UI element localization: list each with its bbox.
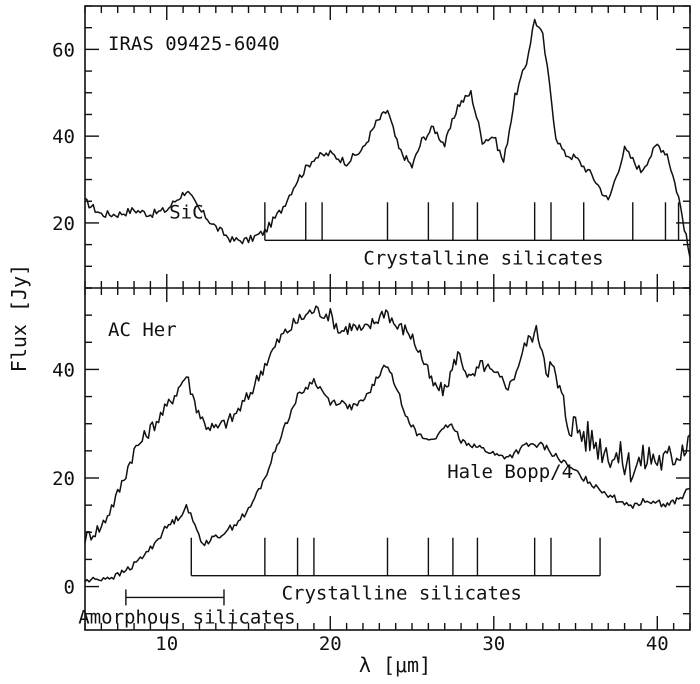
bottom-y-tick-labels: 0 20 40 — [52, 359, 75, 598]
x-tick-label: 10 — [155, 633, 178, 655]
top-panel: SiC Crystalline silicates 20 40 60 IRAS 094… — [52, 5, 691, 289]
spectrum-line — [84, 18, 691, 258]
y-tick-label: 60 — [52, 39, 75, 61]
y-tick-label: 0 — [64, 577, 75, 599]
bottom-series — [84, 305, 691, 583]
x-tick-label: 20 — [319, 633, 342, 655]
spectrum-line — [84, 305, 691, 544]
feature-label: Crystalline silicates — [282, 583, 522, 605]
bottom-panel-label: AC Her — [108, 319, 177, 341]
annotation-label: SiC — [169, 202, 203, 224]
top-series — [84, 18, 691, 258]
plot-frame — [84, 5, 691, 631]
top-panel-label: IRAS 09425-6040 — [108, 33, 280, 55]
annotation-label: Hale Bopp/4 — [447, 461, 573, 483]
x-tick-label: 40 — [646, 633, 669, 655]
bottom-annotations: Hale Bopp/4 Crystalline silicatesAmorphou… — [78, 461, 601, 628]
x-tick-labels: 10 20 30 40 — [155, 633, 668, 655]
y-tick-label: 20 — [52, 468, 75, 490]
bottom-panel: Hale Bopp/4 Crystalline silicatesAmorphou… — [52, 287, 691, 630]
x-axis-title: λ [μm] — [359, 653, 431, 677]
y-tick-label: 40 — [52, 359, 75, 381]
top-annotations: SiC Crystalline silicates — [169, 202, 690, 269]
feature-label: Crystalline silicates — [363, 247, 603, 269]
feature-label: Amorphous silicates — [78, 606, 295, 628]
y-tick-label: 20 — [52, 213, 75, 235]
spectrum-line — [84, 364, 690, 583]
x-tick-label: 30 — [482, 633, 505, 655]
top-y-tick-labels: 20 40 60 — [52, 39, 75, 235]
y-tick-label: 40 — [52, 126, 75, 148]
y-axis-title: Flux [Jy] — [7, 264, 31, 372]
